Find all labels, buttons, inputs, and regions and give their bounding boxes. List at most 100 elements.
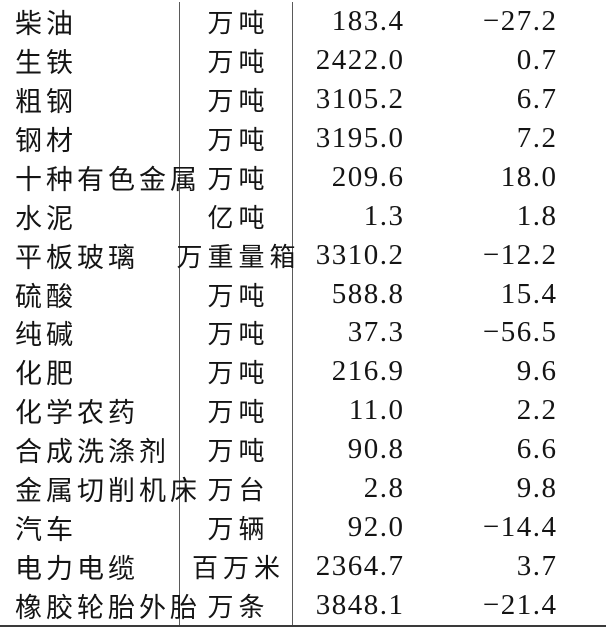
table-row: 硫酸 万吨 588.8 15.4: [0, 274, 606, 314]
indicator-name-cell: 生铁: [0, 40, 180, 80]
indicator-name: 金属切削机床: [15, 476, 201, 507]
table-row: 化肥 万吨 216.9 9.6: [0, 352, 606, 392]
output-value: 11.0: [348, 394, 405, 427]
output-value: 209.6: [331, 160, 405, 193]
table-row: 粗钢 万吨 3105.2 6.7: [0, 79, 606, 119]
growth-rate-cell: 6.7: [403, 80, 556, 119]
unit-cell: 万吨: [180, 313, 293, 353]
output-value: 2422.0: [315, 43, 405, 76]
output-value-cell: 1.3: [293, 197, 403, 236]
table-row: 汽车 万辆 92.0 −14.4: [0, 508, 606, 548]
indicator-name-cell: 粗钢: [0, 79, 180, 119]
indicator-name: 柴油: [15, 8, 77, 39]
growth-rate: 0.7: [516, 43, 558, 76]
growth-rate-cell: 3.7: [403, 547, 556, 586]
output-value-cell: 2364.7: [293, 547, 403, 586]
indicator-name: 化学农药: [15, 398, 139, 429]
indicator-name: 粗钢: [15, 86, 77, 117]
unit-cell: 万辆: [180, 508, 293, 548]
growth-rate: 9.6: [516, 355, 558, 388]
row-spacer: [556, 80, 606, 119]
indicator-name: 生铁: [15, 47, 77, 78]
row-spacer: [556, 119, 606, 158]
unit-label: 万重量箱: [176, 242, 301, 272]
output-value-cell: 216.9: [293, 352, 403, 391]
indicator-name: 纯碱: [15, 320, 77, 351]
growth-rate: 1.8: [516, 199, 558, 232]
output-value-cell: 2422.0: [293, 41, 403, 80]
table-row: 金属切削机床 万台 2.8 9.8: [0, 469, 606, 509]
row-spacer: [556, 2, 606, 41]
unit-label: 万台: [207, 476, 270, 506]
row-spacer: [556, 352, 606, 391]
output-value-cell: 2.8: [293, 469, 403, 508]
growth-rate: 7.2: [516, 121, 558, 154]
row-spacer: [556, 314, 606, 353]
growth-rate: −14.4: [482, 511, 558, 544]
growth-rate-cell: 9.8: [403, 469, 556, 508]
unit-label: 万吨: [207, 86, 270, 116]
output-value: 588.8: [331, 277, 405, 310]
table-row: 合成洗涤剂 万吨 90.8 6.6: [0, 430, 606, 470]
industrial-output-table: 柴油 万吨 183.4 −27.2 生铁 万吨 2422.0 0.7 粗钢 万吨…: [0, 2, 606, 627]
unit-label: 万吨: [207, 125, 270, 155]
indicator-name: 合成洗涤剂: [15, 437, 170, 468]
growth-rate: −21.4: [482, 589, 558, 622]
indicator-name-cell: 柴油: [0, 2, 180, 41]
unit-cell: 万吨: [180, 118, 293, 158]
table-row: 生铁 万吨 2422.0 0.7: [0, 40, 606, 80]
output-value-cell: 209.6: [293, 158, 403, 197]
output-value: 216.9: [331, 355, 405, 388]
unit-label: 万吨: [207, 320, 270, 350]
row-spacer: [556, 586, 606, 625]
unit-label: 万吨: [207, 164, 270, 194]
output-value-cell: 3310.2: [293, 236, 403, 275]
output-value-cell: 3848.1: [293, 586, 403, 625]
unit-cell: 万吨: [180, 157, 293, 197]
unit-label: 万条: [207, 593, 270, 623]
output-value-cell: 90.8: [293, 430, 403, 469]
indicator-name: 化肥: [15, 359, 77, 390]
unit-cell: 万吨: [180, 352, 293, 392]
growth-rate-cell: 0.7: [403, 41, 556, 80]
output-value: 3848.1: [315, 589, 405, 622]
growth-rate-cell: −21.4: [403, 586, 556, 625]
row-spacer: [556, 197, 606, 236]
growth-rate-cell: 1.8: [403, 197, 556, 236]
output-value-cell: 37.3: [293, 314, 403, 353]
indicator-name-cell: 化学农药: [0, 391, 180, 431]
growth-rate: −12.2: [482, 238, 558, 271]
row-spacer: [556, 275, 606, 314]
output-value-cell: 3195.0: [293, 119, 403, 158]
indicator-name-cell: 硫酸: [0, 274, 180, 314]
indicator-name: 十种有色金属: [15, 164, 201, 195]
row-spacer: [556, 430, 606, 469]
indicator-name-cell: 电力电缆: [0, 547, 180, 587]
row-spacer: [556, 158, 606, 197]
indicator-name-cell: 平板玻璃: [0, 235, 180, 275]
unit-cell: 万吨: [180, 40, 293, 80]
growth-rate-cell: 15.4: [403, 275, 556, 314]
output-value-cell: 183.4: [293, 2, 403, 41]
table-row: 水泥 亿吨 1.3 1.8: [0, 196, 606, 236]
output-value: 3310.2: [315, 238, 405, 271]
growth-rate-cell: 9.6: [403, 352, 556, 391]
unit-label: 万吨: [207, 437, 270, 467]
indicator-name: 电力电缆: [15, 554, 139, 585]
growth-rate-cell: −14.4: [403, 508, 556, 547]
indicator-name: 汽车: [15, 515, 77, 546]
indicator-name-cell: 合成洗涤剂: [0, 430, 180, 470]
output-value: 183.4: [331, 4, 405, 37]
unit-cell: 亿吨: [180, 196, 293, 236]
indicator-name: 硫酸: [15, 281, 77, 312]
row-spacer: [556, 391, 606, 430]
output-value: 3105.2: [315, 82, 405, 115]
output-value: 3195.0: [315, 121, 405, 154]
growth-rate: 3.7: [516, 550, 558, 583]
growth-rate: −27.2: [482, 4, 558, 37]
output-value-cell: 588.8: [293, 275, 403, 314]
indicator-name-cell: 十种有色金属: [0, 157, 197, 197]
growth-rate: −56.5: [482, 316, 558, 349]
indicator-name-cell: 橡胶轮胎外胎: [0, 586, 197, 625]
